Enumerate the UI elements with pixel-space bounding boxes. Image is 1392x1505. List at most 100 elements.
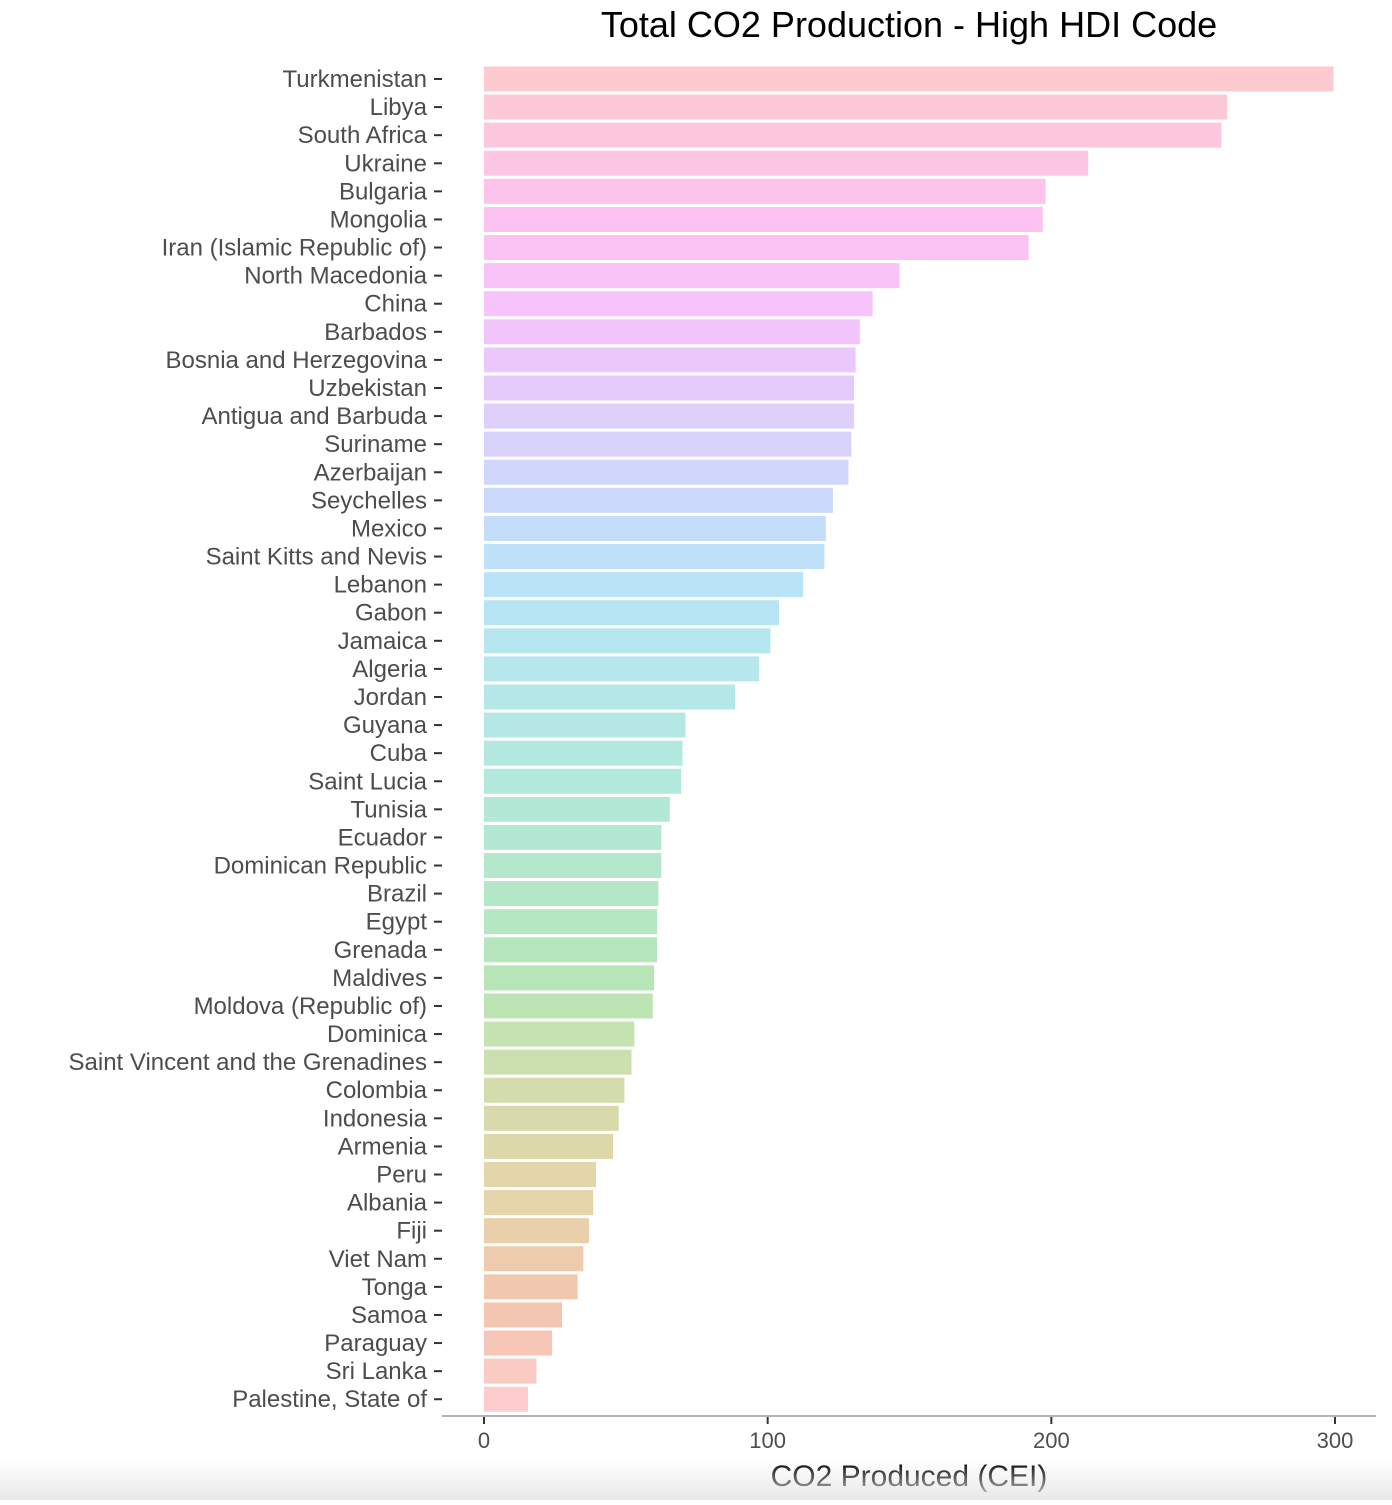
bar	[484, 235, 1029, 261]
bar	[484, 544, 825, 570]
bar	[484, 1105, 619, 1131]
bars-group	[484, 66, 1334, 1412]
bar	[484, 375, 855, 401]
y-tick-label: Cuba	[370, 740, 428, 767]
y-tick-label: Ukraine	[344, 150, 427, 177]
y-tick-label: Mexico	[351, 515, 427, 542]
bar	[484, 66, 1334, 92]
bar	[484, 1021, 635, 1047]
bar	[484, 600, 780, 626]
y-tick-label: Guyana	[343, 712, 428, 739]
y-tick-label: Iran (Islamic Republic of)	[162, 235, 427, 262]
bar	[484, 1218, 589, 1244]
y-tick-label: Saint Vincent and the Grenadines	[69, 1049, 427, 1076]
bar	[484, 431, 852, 457]
bar	[484, 347, 856, 373]
bar	[484, 1190, 594, 1216]
y-tick-label: Dominica	[327, 1021, 428, 1048]
y-tick-label: Indonesia	[323, 1105, 428, 1132]
y-tick-label: Samoa	[351, 1302, 428, 1329]
bar	[484, 1049, 632, 1075]
y-tick-label: Armenia	[338, 1133, 428, 1160]
y-tick-label: Bulgaria	[339, 178, 428, 205]
bar	[484, 796, 670, 822]
y-tick-label: Mongolia	[330, 206, 428, 233]
y-tick-label: Antigua and Barbuda	[201, 403, 427, 430]
bar	[484, 572, 804, 598]
x-tick-label: 100	[749, 1428, 786, 1453]
y-tick-label: Brazil	[367, 881, 427, 908]
y-tick-label: Albania	[347, 1190, 428, 1217]
y-tick-label: Colombia	[326, 1077, 428, 1104]
bar	[484, 122, 1222, 148]
y-tick-label: South Africa	[298, 122, 428, 149]
y-tick-label: Seychelles	[311, 487, 427, 514]
bar	[484, 1162, 597, 1188]
x-axis-title: CO2 Produced (CEI)	[771, 1460, 1048, 1493]
y-tick-label: Tunisia	[351, 796, 428, 823]
bar	[484, 824, 662, 850]
bar	[484, 459, 849, 485]
y-tick-label: North Macedonia	[244, 263, 427, 290]
bar	[484, 656, 760, 682]
y-tick-label: Viet Nam	[329, 1246, 427, 1273]
bar	[484, 993, 653, 1019]
bar	[484, 291, 873, 317]
bar	[484, 487, 833, 513]
bar	[484, 965, 655, 991]
y-tick-label: Palestine, State of	[232, 1386, 427, 1413]
y-tick-label: Azerbaijan	[314, 459, 427, 486]
y-tick-label: Peru	[376, 1162, 427, 1189]
y-tick-label: Maldives	[332, 965, 427, 992]
bar	[484, 1358, 537, 1384]
bar	[484, 684, 736, 710]
bar	[484, 403, 855, 429]
y-tick-label: Paraguay	[324, 1330, 427, 1357]
bar	[484, 1302, 563, 1328]
bar	[484, 1246, 584, 1272]
bar	[484, 768, 682, 794]
bar	[484, 909, 658, 935]
y-tick-label: Libya	[370, 94, 428, 121]
bar	[484, 94, 1228, 120]
bar	[484, 1330, 553, 1356]
x-tick-label: 200	[1033, 1428, 1070, 1453]
y-tick-label: Saint Lucia	[308, 768, 427, 795]
chart-title: Total CO2 Production - High HDI Code	[601, 4, 1217, 45]
bar	[484, 1274, 578, 1300]
bar	[484, 1077, 625, 1103]
y-tick-label: Gabon	[355, 600, 427, 627]
bar	[484, 740, 683, 766]
y-tick-label: Saint Kitts and Nevis	[206, 544, 427, 571]
bar	[484, 263, 900, 289]
y-tick-label: Turkmenistan	[283, 66, 428, 93]
x-tick-label: 0	[478, 1428, 490, 1453]
bar	[484, 712, 686, 738]
y-tick-label: Ecuador	[338, 824, 427, 851]
y-tick-label: Sri Lanka	[326, 1358, 428, 1385]
bar	[484, 1133, 614, 1159]
y-tick-label: Jamaica	[338, 628, 428, 655]
y-tick-label: Uzbekistan	[308, 375, 427, 402]
bar	[484, 1386, 528, 1412]
y-tick-label: Grenada	[334, 937, 428, 964]
x-tick-label: 300	[1317, 1428, 1354, 1453]
bar	[484, 150, 1089, 176]
y-tick-label: Algeria	[352, 656, 427, 683]
y-tick-label: Lebanon	[334, 572, 427, 599]
bar	[484, 881, 659, 907]
y-tick-label: Bosnia and Herzegovina	[165, 347, 427, 374]
y-tick-label: Fiji	[396, 1218, 427, 1245]
bar	[484, 319, 860, 345]
y-tick-label: Tonga	[362, 1274, 428, 1301]
y-tick-label: Egypt	[366, 909, 428, 936]
bar	[484, 206, 1043, 232]
bar	[484, 178, 1046, 204]
bar	[484, 853, 662, 879]
bar	[484, 628, 771, 654]
bar	[484, 937, 658, 963]
y-tick-label: Barbados	[324, 319, 427, 346]
